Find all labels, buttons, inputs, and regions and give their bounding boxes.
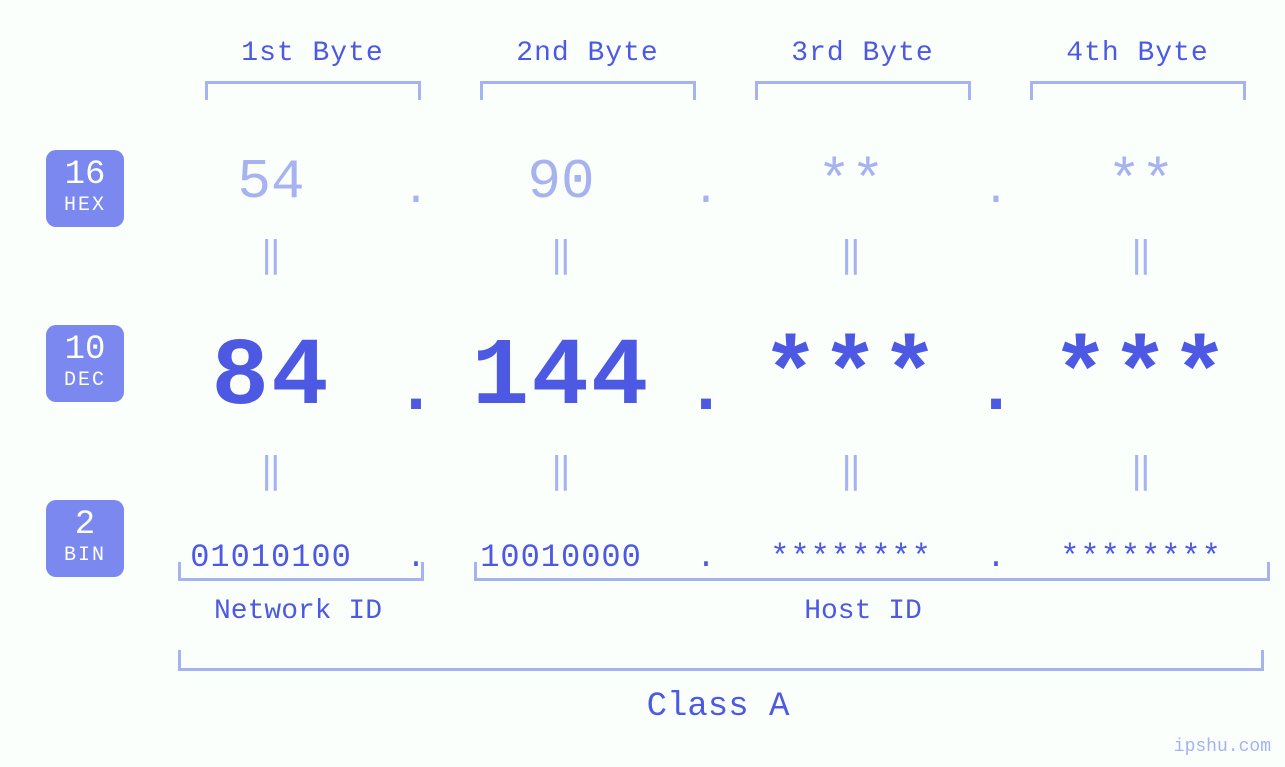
top-bracket-3 bbox=[755, 81, 971, 100]
eq2-1: ‖ bbox=[445, 450, 677, 493]
dec-2: *** bbox=[735, 323, 967, 432]
hex-sep-2: . bbox=[967, 148, 1025, 216]
badge-bin-num: 2 bbox=[46, 508, 124, 542]
dec-sep-1: . bbox=[677, 324, 735, 431]
top-bracket-1 bbox=[205, 81, 421, 100]
hex-1: 90 bbox=[445, 150, 677, 214]
id-brackets bbox=[178, 562, 1270, 581]
eq1-1: ‖ bbox=[445, 234, 677, 277]
eq2-3: ‖ bbox=[1025, 450, 1257, 493]
hex-sep-1: . bbox=[677, 148, 735, 216]
eq2-2: ‖ bbox=[735, 450, 967, 493]
badge-bin-txt: BIN bbox=[46, 544, 124, 567]
watermark: ipshu.com bbox=[1174, 737, 1271, 757]
hex-3: ** bbox=[1025, 150, 1257, 214]
id-labels: Network ID Host ID bbox=[178, 596, 1258, 627]
badge-hex-txt: HEX bbox=[46, 194, 124, 217]
badge-hex: 16 HEX bbox=[46, 150, 124, 227]
dec-sep-0: . bbox=[387, 324, 445, 431]
bracket-class bbox=[178, 650, 1264, 671]
label-host: Host ID bbox=[468, 596, 1258, 627]
base-badges: 16 HEX 10 DEC 2 BIN bbox=[46, 150, 124, 577]
byte-col-2: 2nd Byte bbox=[450, 38, 725, 100]
eq1-0: ‖ bbox=[155, 234, 387, 277]
byte-label-1: 1st Byte bbox=[175, 38, 450, 69]
value-grid: 54 . 90 . ** . ** ‖. ‖. ‖. ‖ 84 . 144 . … bbox=[155, 148, 1285, 576]
byte-headers: 1st Byte 2nd Byte 3rd Byte 4th Byte bbox=[175, 38, 1275, 100]
eq1-3: ‖ bbox=[1025, 234, 1257, 277]
hex-0: 54 bbox=[155, 150, 387, 214]
byte-label-2: 2nd Byte bbox=[450, 38, 725, 69]
badge-hex-num: 16 bbox=[46, 158, 124, 192]
badge-dec-txt: DEC bbox=[46, 369, 124, 392]
byte-col-1: 1st Byte bbox=[175, 38, 450, 100]
badge-dec: 10 DEC bbox=[46, 325, 124, 402]
badge-bin: 2 BIN bbox=[46, 500, 124, 577]
badge-dec-num: 10 bbox=[46, 333, 124, 367]
bracket-network bbox=[178, 562, 424, 581]
byte-label-4: 4th Byte bbox=[1000, 38, 1275, 69]
label-network: Network ID bbox=[178, 596, 418, 627]
eq-row-2: ‖. ‖. ‖. ‖ bbox=[155, 450, 1285, 493]
hex-sep-0: . bbox=[387, 148, 445, 216]
eq2-0: ‖ bbox=[155, 450, 387, 493]
hex-row: 54 . 90 . ** . ** bbox=[155, 148, 1285, 216]
top-bracket-2 bbox=[480, 81, 696, 100]
dec-sep-2: . bbox=[967, 324, 1025, 431]
label-class: Class A bbox=[178, 688, 1258, 726]
byte-col-4: 4th Byte bbox=[1000, 38, 1275, 100]
top-bracket-4 bbox=[1030, 81, 1246, 100]
dec-0: 84 bbox=[155, 323, 387, 432]
hex-2: ** bbox=[735, 150, 967, 214]
byte-col-3: 3rd Byte bbox=[725, 38, 1000, 100]
dec-row: 84 . 144 . *** . *** bbox=[155, 323, 1285, 432]
dec-3: *** bbox=[1025, 323, 1257, 432]
dec-1: 144 bbox=[445, 323, 677, 432]
byte-label-3: 3rd Byte bbox=[725, 38, 1000, 69]
eq1-2: ‖ bbox=[735, 234, 967, 277]
bracket-host bbox=[474, 562, 1270, 581]
eq-row-1: ‖. ‖. ‖. ‖ bbox=[155, 234, 1285, 277]
